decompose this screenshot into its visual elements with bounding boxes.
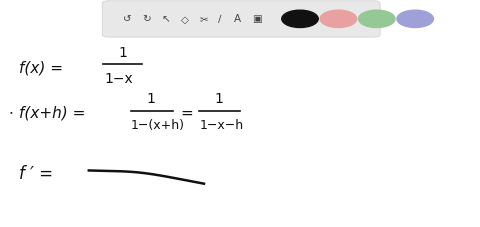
Text: ▣: ▣	[252, 14, 262, 24]
Text: =: =	[180, 105, 193, 120]
Text: A: A	[234, 14, 241, 24]
FancyBboxPatch shape	[102, 2, 380, 38]
Circle shape	[397, 11, 433, 28]
Text: ↻: ↻	[142, 14, 151, 24]
Text: ↺: ↺	[123, 14, 132, 24]
Text: 1: 1	[118, 46, 127, 60]
Text: 1−(x+h): 1−(x+h)	[131, 119, 184, 132]
Text: ✂: ✂	[200, 14, 208, 24]
Text: f(x+h) =: f(x+h) =	[19, 105, 85, 120]
Text: ↖: ↖	[161, 14, 170, 24]
Text: 1−x: 1−x	[105, 71, 133, 85]
Text: 1: 1	[147, 92, 156, 106]
Circle shape	[359, 11, 395, 28]
Text: f(x) =: f(x) =	[19, 61, 63, 76]
Circle shape	[282, 11, 318, 28]
Text: 1−x−h: 1−x−h	[200, 119, 244, 132]
Circle shape	[320, 11, 357, 28]
Text: 1: 1	[214, 92, 223, 106]
Text: ⋅: ⋅	[9, 105, 13, 120]
Text: ∕: ∕	[218, 14, 222, 24]
Text: ◇: ◇	[181, 14, 189, 24]
Text: f ′ =: f ′ =	[19, 165, 53, 183]
